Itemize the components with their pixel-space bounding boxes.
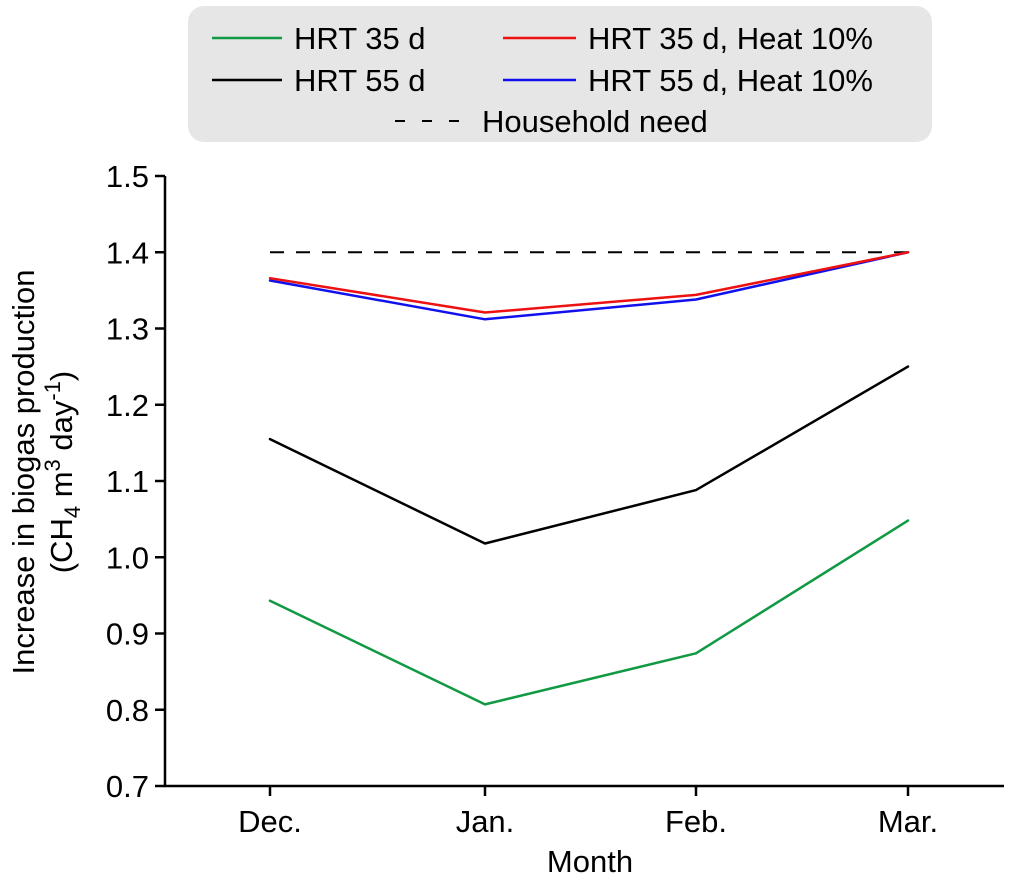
legend-label: Household need bbox=[482, 104, 708, 139]
y-tick-label: 1.5 bbox=[106, 159, 149, 194]
x-tick-label: Mar. bbox=[878, 804, 938, 839]
y-axis-title-line2: (CH4 m3 day-1) bbox=[40, 371, 85, 574]
series-line-hrt-55-d bbox=[268, 365, 910, 545]
series-line-hrt-55-d-heat-10 bbox=[268, 251, 910, 321]
x-axis-title: Month bbox=[547, 844, 633, 879]
y-tick-label: 1.3 bbox=[106, 312, 149, 347]
y-tick-label: 1.4 bbox=[106, 235, 149, 270]
x-tick-label: Jan. bbox=[456, 804, 515, 839]
axes: 0.7 0.8 0.9 1.0 1.1 1.2 1.3 1.4 1.5 Dec. Jan. Feb.… bbox=[106, 159, 1004, 839]
legend-box bbox=[188, 6, 932, 142]
series-layer bbox=[268, 251, 910, 706]
legend: HRT 35 d HRT 35 d, Heat 10% HRT 55 d HRT 55… bbox=[188, 6, 932, 142]
x-tick-label: Dec. bbox=[238, 804, 302, 839]
legend-label: HRT 35 d, Heat 10% bbox=[588, 21, 873, 56]
legend-label: HRT 55 d bbox=[294, 63, 426, 98]
x-tick-label: Feb. bbox=[665, 804, 727, 839]
y-tick-label: 0.8 bbox=[106, 693, 149, 728]
legend-label: HRT 55 d, Heat 10% bbox=[588, 63, 873, 98]
series-line-hrt-35-d bbox=[268, 519, 910, 706]
y-tick-label: 0.9 bbox=[106, 617, 149, 652]
y-tick-label: 1.1 bbox=[106, 464, 149, 499]
series-line-hrt-35-d-heat-10 bbox=[268, 251, 910, 314]
legend-label: HRT 35 d bbox=[294, 21, 426, 56]
y-axis-title-line1: Increase in biogas production bbox=[6, 270, 41, 675]
y-tick-label: 1.0 bbox=[106, 540, 149, 575]
y-tick-label: 0.7 bbox=[106, 769, 149, 804]
y-tick-label: 1.2 bbox=[106, 388, 149, 423]
